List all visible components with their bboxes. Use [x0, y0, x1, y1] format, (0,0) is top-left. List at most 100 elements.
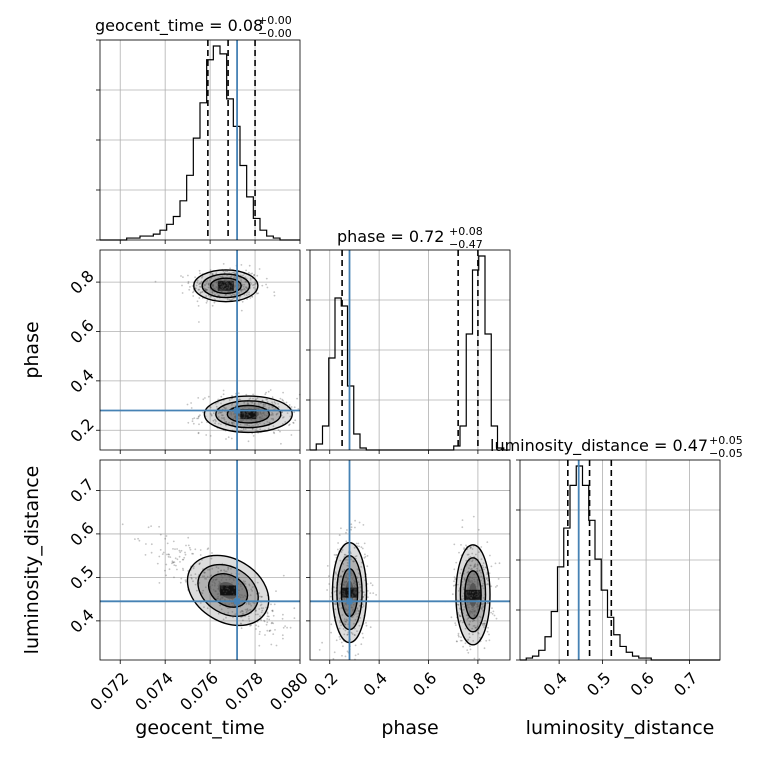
scatter-point	[494, 562, 497, 565]
x-tick-label-phase: 0.2	[310, 668, 341, 699]
scatter-point	[207, 282, 210, 285]
scatter-point	[282, 637, 284, 640]
density-peak	[464, 589, 481, 600]
scatter-point	[334, 602, 337, 604]
scatter-point	[221, 584, 224, 586]
scatter-point	[341, 570, 344, 573]
scatter-point	[207, 294, 210, 297]
scatter-point	[223, 569, 226, 572]
scatter-point	[241, 300, 244, 303]
scatter-point	[238, 297, 241, 299]
scatter-point	[214, 590, 217, 593]
scatter-point	[197, 417, 200, 420]
scatter-point	[245, 423, 248, 426]
scatter-point	[173, 561, 176, 564]
scatter-point	[465, 559, 468, 562]
scatter-point	[253, 283, 255, 286]
ylabel-phase: phase	[21, 321, 43, 378]
scatter-point	[481, 585, 484, 588]
scatter-point	[209, 269, 212, 272]
scatter-point	[345, 581, 348, 583]
scatter-point	[341, 549, 344, 551]
scatter-point	[475, 626, 478, 629]
scatter-point	[471, 606, 473, 609]
scatter-point	[356, 568, 359, 571]
scatter-point	[469, 546, 472, 549]
scatter-point	[258, 416, 261, 419]
scatter-point	[234, 415, 236, 418]
scatter-point	[463, 547, 465, 549]
scatter-point	[354, 597, 357, 600]
scatter-point	[338, 592, 341, 595]
scatter-point	[270, 414, 273, 416]
scatter-point	[210, 557, 213, 560]
scatter-point	[470, 546, 472, 549]
scatter-point	[162, 551, 165, 554]
scatter-point	[219, 289, 222, 291]
scatter-point	[260, 596, 263, 598]
scatter-point	[209, 586, 211, 589]
scatter-point	[459, 572, 462, 575]
scatter-point	[477, 595, 479, 598]
scatter-point	[353, 588, 356, 590]
scatter-point	[159, 549, 162, 551]
scatter-point	[282, 391, 284, 394]
scatter-point	[482, 624, 484, 626]
scatter-point	[232, 281, 235, 283]
scatter-point	[241, 609, 244, 612]
scatter-point	[366, 583, 369, 585]
x-tick-label-geocent-time: 0.074	[131, 668, 177, 714]
scatter-point	[202, 398, 205, 401]
scatter-point	[238, 573, 240, 575]
scatter-point	[204, 397, 206, 399]
scatter-point	[167, 555, 170, 558]
scatter-point	[478, 575, 481, 578]
scatter-point	[175, 564, 177, 567]
scatter-point	[343, 594, 346, 596]
scatter-point	[223, 279, 226, 282]
scatter-point	[334, 571, 337, 574]
scatter-point	[249, 277, 252, 280]
scatter-point	[468, 585, 471, 588]
scatter-point	[472, 606, 474, 609]
scatter-point	[258, 608, 261, 610]
scatter-point	[219, 283, 222, 285]
scatter-point	[205, 288, 208, 291]
scatter-point	[257, 402, 260, 404]
scatter-point	[357, 612, 360, 615]
scatter-point	[459, 615, 461, 617]
scatter-point	[458, 607, 461, 610]
scatter-point	[231, 591, 234, 593]
scatter-point	[220, 579, 223, 581]
scatter-point	[253, 411, 255, 414]
scatter-point	[466, 553, 469, 556]
scatter-point	[260, 619, 263, 622]
scatter-point	[353, 584, 356, 587]
scatter-point	[241, 430, 243, 432]
scatter-point	[245, 603, 248, 605]
scatter-point	[358, 591, 361, 594]
scatter-point	[246, 403, 249, 405]
scatter-point	[231, 284, 233, 287]
scatter-point	[202, 290, 204, 293]
scatter-point	[286, 626, 288, 629]
scatter-point	[346, 573, 349, 575]
scatter-point	[197, 288, 200, 291]
scatter-point	[244, 608, 247, 611]
scatter-point	[470, 568, 472, 571]
scatter-point	[330, 623, 333, 626]
scatter-point	[205, 434, 208, 436]
scatter-point	[268, 629, 271, 632]
scatter-point	[225, 280, 228, 283]
scatter-point	[486, 541, 489, 543]
scatter-point	[220, 569, 223, 572]
scatter-point	[482, 622, 485, 625]
scatter-point	[259, 412, 262, 415]
scatter-point	[468, 576, 471, 578]
scatter-point	[343, 596, 346, 599]
scatter-point	[468, 623, 471, 625]
scatter-point	[242, 428, 245, 431]
scatter-point	[484, 622, 486, 625]
scatter-point	[342, 594, 344, 597]
truth-marker	[234, 407, 241, 414]
